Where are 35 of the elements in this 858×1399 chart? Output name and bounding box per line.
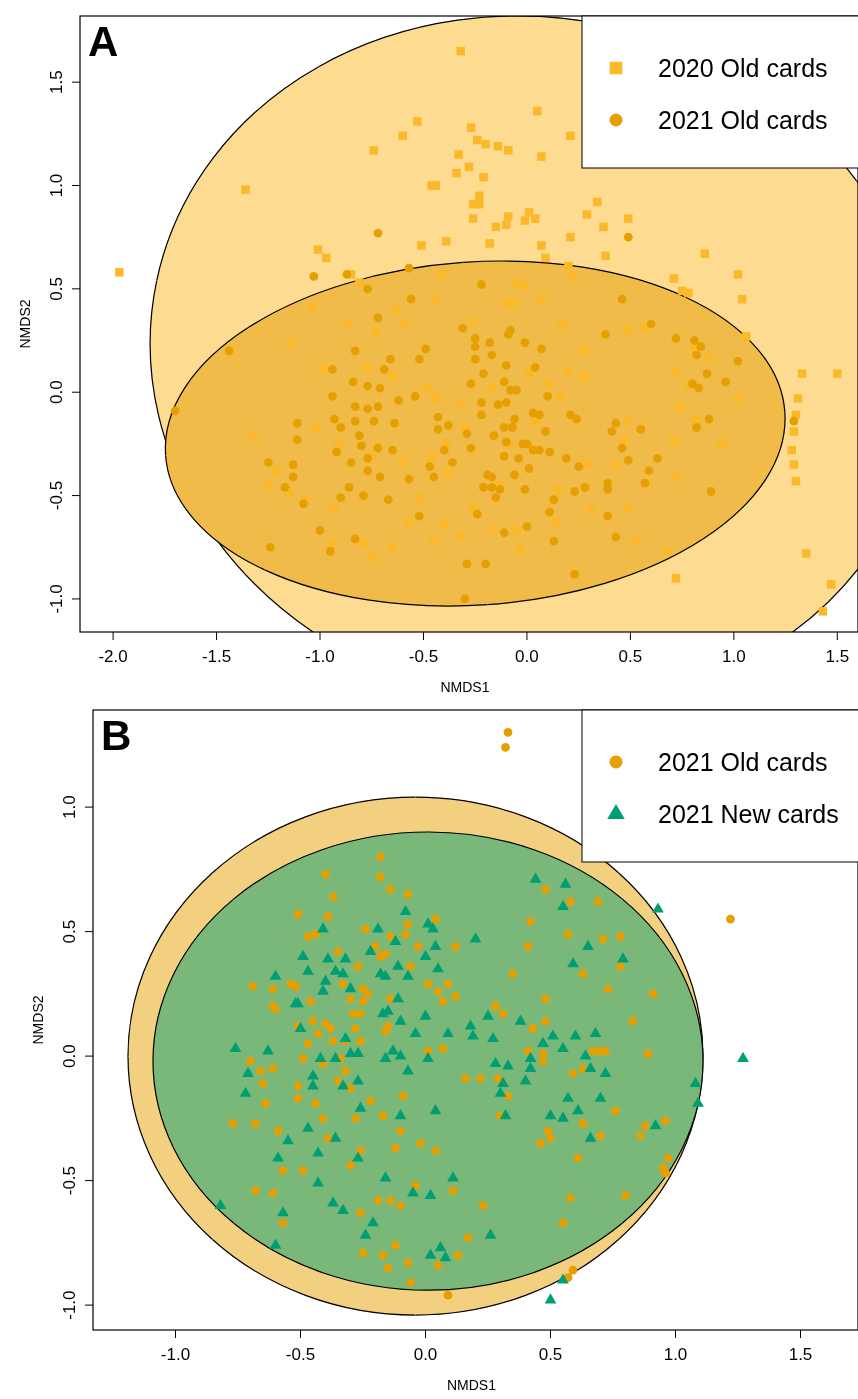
chart-title: B — [101, 712, 132, 759]
legend-label: 2021 Old cards — [658, 106, 828, 134]
x-tick-label: -0.5 — [285, 1345, 316, 1364]
x-axis-title: NMDS1 — [446, 1377, 497, 1393]
x-tick-label: -1.5 — [201, 647, 232, 666]
y-tick-label: 1.0 — [60, 795, 79, 819]
y-tick-label: 1.0 — [47, 173, 66, 198]
x-tick-label: -0.5 — [408, 647, 439, 666]
y-tick-label: 0.0 — [47, 380, 66, 405]
y-tick-label: -0.5 — [60, 1165, 79, 1196]
x-tick-label: 0.5 — [618, 647, 643, 666]
x-tick-label: 1.5 — [825, 647, 850, 666]
legend-label: 2021 New cards — [658, 800, 839, 828]
x-tick-label: 1.0 — [722, 647, 746, 666]
chart-title: A — [88, 18, 119, 65]
y-tick-label: 0.5 — [47, 277, 66, 301]
y-tick-label: -1.0 — [47, 584, 66, 614]
x-tick-label: -1.0 — [305, 647, 335, 666]
x-axis-title: NMDS1 — [440, 679, 490, 695]
y-tick-label: 0.0 — [60, 1044, 79, 1068]
y-tick-label: -0.5 — [47, 480, 66, 511]
y-axis-title: NMDS2 — [30, 995, 46, 1045]
x-tick-label: -1.0 — [160, 1345, 191, 1364]
x-tick-label: 0.0 — [515, 647, 539, 666]
x-tick-label: 1.5 — [788, 1345, 813, 1364]
y-tick-label: 0.5 — [60, 919, 79, 944]
y-tick-label: 1.5 — [47, 70, 66, 94]
x-tick-label: 1.0 — [663, 1345, 688, 1364]
y-tick-label: -1.0 — [60, 1290, 79, 1320]
x-tick-label: -2.0 — [98, 647, 128, 666]
x-tick-label: 0.5 — [538, 1345, 563, 1364]
y-axis-title: NMDS2 — [17, 299, 33, 349]
x-tick-label: 0.0 — [413, 1345, 438, 1364]
legend-label: 2021 Old cards — [658, 748, 828, 776]
legend-label: 2020 Old cards — [658, 54, 828, 82]
